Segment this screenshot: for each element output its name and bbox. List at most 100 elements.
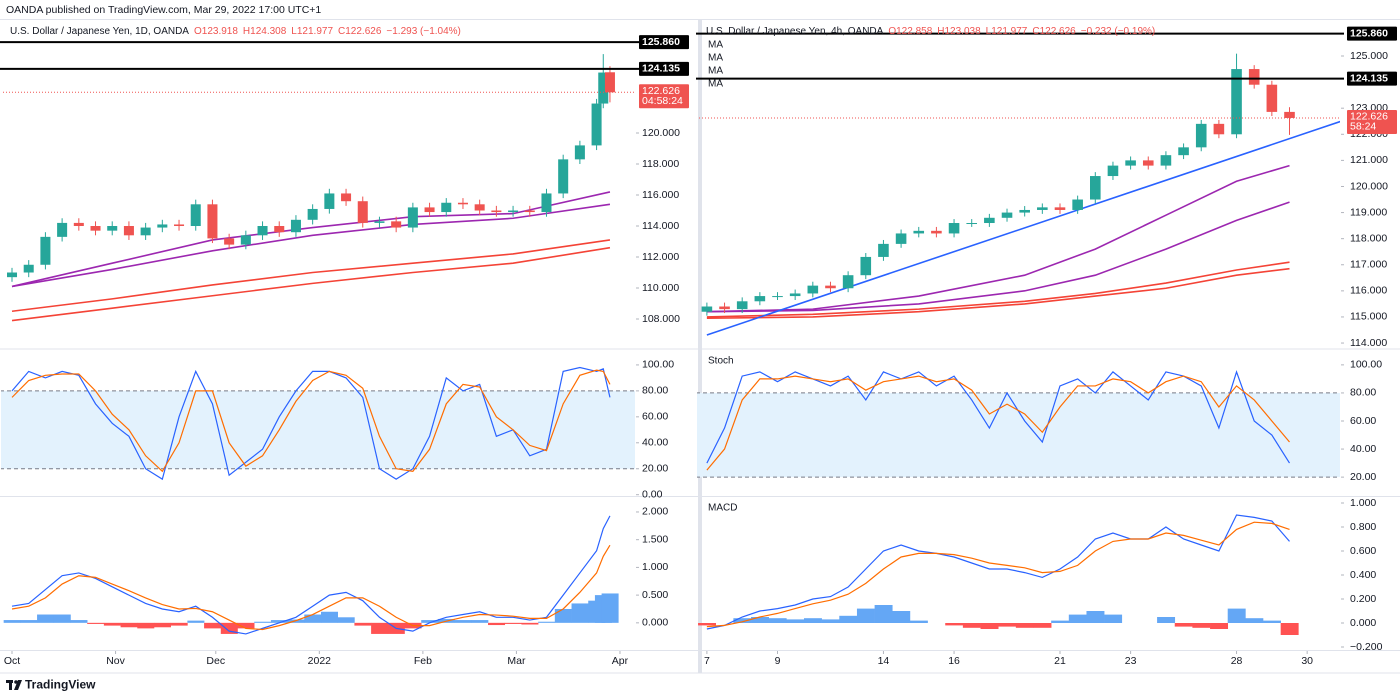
histogram-bar bbox=[1086, 611, 1105, 623]
y-tick-label: 0.000 bbox=[642, 617, 668, 629]
y-tick-label: 1.000 bbox=[1350, 497, 1376, 509]
histogram-bar bbox=[187, 620, 205, 623]
indicator-line bbox=[706, 521, 1290, 628]
y-tick-label: 20.00 bbox=[642, 463, 668, 475]
y-tick-label: 0.000 bbox=[1350, 617, 1376, 629]
histogram-bar bbox=[945, 623, 964, 626]
candle-body bbox=[1160, 155, 1172, 166]
ma-label: MA bbox=[708, 79, 723, 90]
candle-body bbox=[290, 219, 301, 233]
candle-body bbox=[878, 243, 889, 257]
candle-body bbox=[257, 226, 268, 236]
price-scale: 108.000 110.000 112.000 114.000 116.000 118.0… bbox=[636, 127, 680, 325]
candle-body bbox=[524, 210, 535, 213]
x-tick-label: 23 bbox=[1125, 655, 1137, 667]
panel-divider bbox=[698, 20, 702, 673]
ma-label: MA bbox=[708, 40, 723, 51]
histogram-bar bbox=[538, 621, 556, 623]
pane bbox=[1, 366, 635, 481]
legend: U.S. Dollar / Japanese Yen, 1D, OANDA O12… bbox=[10, 26, 461, 37]
y-tick-label: 20.00 bbox=[1350, 471, 1376, 483]
candle-body bbox=[541, 193, 552, 213]
histogram-bar bbox=[1263, 620, 1281, 623]
ma-label: MA bbox=[708, 53, 723, 64]
candle-body bbox=[508, 210, 519, 213]
legend-value: C122.626 bbox=[338, 26, 382, 37]
trendline bbox=[706, 120, 1340, 336]
countdown: 04:58:24 bbox=[642, 95, 683, 107]
histogram-bar bbox=[768, 618, 787, 623]
histogram-bar bbox=[521, 622, 539, 625]
histogram-bar bbox=[371, 622, 389, 634]
y-tick-label: 125.000 bbox=[1350, 50, 1388, 62]
y-tick-label: 119.000 bbox=[1350, 206, 1387, 218]
y-tick-label: 112.000 bbox=[642, 251, 679, 263]
histogram-bar bbox=[454, 620, 472, 623]
candle-body bbox=[307, 208, 318, 220]
indicator-line bbox=[706, 375, 1290, 471]
histogram-bar bbox=[1192, 623, 1211, 628]
candle-body bbox=[57, 222, 68, 237]
legend: U.S. Dollar / Japanese Yen, 4h, OANDA O12… bbox=[706, 26, 1155, 37]
candle-body bbox=[274, 226, 285, 233]
histogram-bar bbox=[1051, 620, 1070, 623]
candle-body bbox=[7, 272, 18, 278]
y-tick-label: −0.200 bbox=[1350, 641, 1383, 653]
candle-body bbox=[123, 226, 134, 236]
y-tick-label: 60.00 bbox=[642, 411, 668, 423]
candle-body bbox=[598, 72, 609, 104]
y-tick-label: 0.800 bbox=[1350, 521, 1376, 533]
histogram-bar bbox=[856, 608, 875, 623]
candle-body bbox=[23, 264, 34, 273]
indicator-line bbox=[11, 515, 611, 635]
legend-value: O122.858 bbox=[888, 26, 932, 37]
histogram-bar bbox=[1174, 623, 1193, 627]
candle-body bbox=[1231, 69, 1242, 135]
histogram-bar bbox=[1157, 617, 1176, 623]
candle-body bbox=[1142, 160, 1154, 166]
y-tick-label: 2.000 bbox=[642, 506, 668, 518]
legend-value: −0.232 (−0.19%) bbox=[1081, 26, 1156, 37]
candle-body bbox=[407, 207, 418, 228]
histogram-bar bbox=[1015, 623, 1034, 628]
x-tick-label: 16 bbox=[948, 655, 960, 667]
x-tick-label: Apr bbox=[612, 655, 629, 667]
y-tick-label: 116.000 bbox=[1350, 285, 1387, 297]
legend-value: O123.918 bbox=[194, 26, 238, 37]
y-tick-label: 0.400 bbox=[1350, 569, 1376, 581]
x-tick-label: Nov bbox=[106, 655, 125, 667]
price-scale: 0.000 0.500 1.000 1.500 2.000 bbox=[636, 506, 668, 629]
price-scale: −0.200 0.000 0.200 0.400 0.600 0.800 1.000 bbox=[1341, 497, 1383, 653]
indicator-line bbox=[11, 544, 611, 631]
countdown: 58:24 bbox=[1350, 121, 1376, 133]
histogram-bar bbox=[120, 622, 138, 628]
indicator-line bbox=[706, 514, 1290, 630]
histogram-bar bbox=[1210, 623, 1229, 629]
moving-average bbox=[11, 239, 611, 313]
y-tick-label: 0.200 bbox=[1350, 593, 1376, 605]
candle-body bbox=[441, 202, 452, 213]
y-tick-label: 121.000 bbox=[1350, 154, 1388, 166]
level-label-box bbox=[1347, 71, 1397, 86]
candle-body bbox=[1001, 212, 1013, 218]
candle-body bbox=[1072, 199, 1083, 210]
legend-value: H124.308 bbox=[243, 26, 287, 37]
candle-body bbox=[789, 293, 801, 297]
pane-title: MACD bbox=[708, 503, 737, 514]
candle-body bbox=[807, 285, 819, 294]
x-tick-label: 28 bbox=[1231, 655, 1243, 667]
level-label-box bbox=[639, 61, 689, 76]
candle-body bbox=[1178, 147, 1189, 156]
pane-title: Stoch bbox=[708, 356, 734, 367]
y-tick-label: 40.00 bbox=[642, 437, 668, 449]
x-tick-label: Mar bbox=[507, 655, 526, 667]
histogram-bar bbox=[571, 603, 589, 623]
candle-body bbox=[1213, 123, 1225, 135]
y-tick-label: 110.000 bbox=[642, 282, 679, 294]
last-price-label: 122.626 bbox=[642, 85, 680, 97]
candle-body bbox=[1266, 84, 1278, 112]
candle-body bbox=[591, 103, 602, 146]
histogram-bar bbox=[103, 622, 121, 626]
indicator-line bbox=[706, 370, 1291, 464]
y-tick-label: 108.000 bbox=[642, 313, 680, 325]
